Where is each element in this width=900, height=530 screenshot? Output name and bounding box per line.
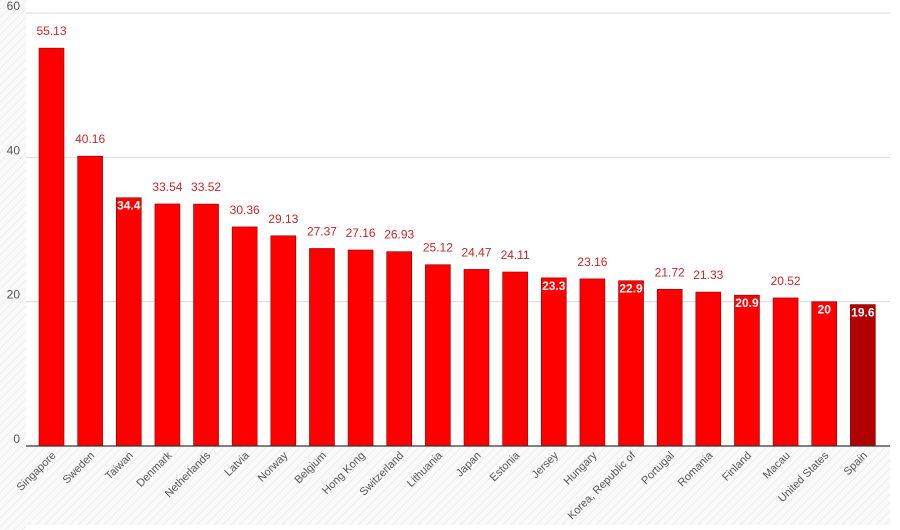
bar	[502, 271, 528, 447]
y-tick-label: 40	[7, 143, 21, 157]
data-label: 27.16	[346, 226, 376, 240]
data-label: 20	[818, 303, 832, 317]
bar	[77, 155, 103, 447]
y-tick-label: 0	[13, 432, 20, 446]
bar	[231, 226, 258, 447]
data-label: 27.37	[307, 224, 337, 238]
data-label: 55.13	[36, 24, 66, 38]
x-axis-band	[26, 447, 890, 525]
bar	[309, 248, 335, 447]
data-label: 21.72	[655, 265, 685, 279]
bar	[270, 235, 297, 447]
data-label: 21.33	[693, 268, 723, 282]
bar	[540, 277, 567, 447]
bar	[386, 251, 413, 447]
bar	[115, 197, 142, 447]
bar	[154, 203, 181, 447]
data-label: 22.9	[619, 282, 643, 296]
bars	[38, 47, 876, 447]
bar	[463, 269, 490, 447]
bar	[734, 294, 760, 447]
data-label: 25.12	[423, 241, 453, 255]
bar	[850, 304, 876, 447]
y-tick-label: 20	[7, 288, 21, 302]
bar	[38, 47, 65, 447]
data-label: 30.36	[230, 203, 260, 217]
data-label: 20.52	[771, 274, 801, 288]
data-label: 33.54	[152, 180, 182, 194]
data-label: 19.6	[851, 306, 875, 320]
data-label: 33.52	[191, 180, 221, 194]
bar	[579, 278, 606, 447]
bar	[193, 203, 219, 447]
data-label: 34.4	[117, 199, 141, 213]
data-label: 23.3	[542, 279, 566, 293]
bar	[618, 280, 644, 447]
data-label: 23.16	[577, 255, 607, 269]
bar	[425, 264, 451, 447]
data-label: 29.13	[268, 212, 298, 226]
bar	[811, 301, 838, 447]
bar	[656, 288, 683, 447]
data-label: 20.9	[735, 296, 759, 310]
data-label: 24.11	[501, 248, 530, 262]
data-labels: 55.13 40.16 34.4 33.54 33.52 30.36 29.13 27.37 2…	[36, 24, 874, 319]
y-axis-band	[0, 0, 26, 530]
bar	[772, 297, 799, 447]
data-label: 24.47	[461, 245, 491, 259]
data-label: 26.93	[384, 228, 414, 242]
data-label: 40.16	[75, 132, 105, 146]
bar	[695, 291, 722, 447]
y-tick-label: 60	[7, 0, 21, 13]
bar	[347, 249, 374, 447]
